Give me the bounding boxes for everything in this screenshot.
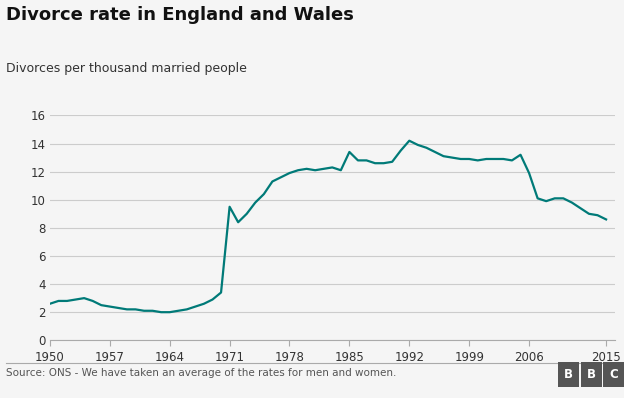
Text: Source: ONS - We have taken an average of the rates for men and women.: Source: ONS - We have taken an average o… <box>6 368 397 378</box>
Text: B: B <box>587 368 596 381</box>
Text: B: B <box>564 368 573 381</box>
Text: C: C <box>609 368 618 381</box>
Text: Divorces per thousand married people: Divorces per thousand married people <box>6 62 247 75</box>
Text: Divorce rate in England and Wales: Divorce rate in England and Wales <box>6 6 354 24</box>
